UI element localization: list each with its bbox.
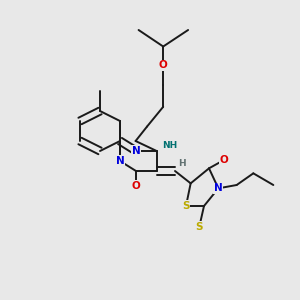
Text: N: N: [214, 183, 223, 193]
Text: H: H: [178, 159, 185, 168]
Text: NH: NH: [162, 140, 178, 149]
Text: S: S: [182, 201, 190, 211]
Text: O: O: [132, 181, 140, 191]
Text: N: N: [132, 146, 140, 156]
Text: O: O: [220, 155, 228, 165]
Text: N: N: [116, 156, 124, 166]
Text: S: S: [196, 222, 203, 232]
Text: O: O: [159, 60, 168, 70]
